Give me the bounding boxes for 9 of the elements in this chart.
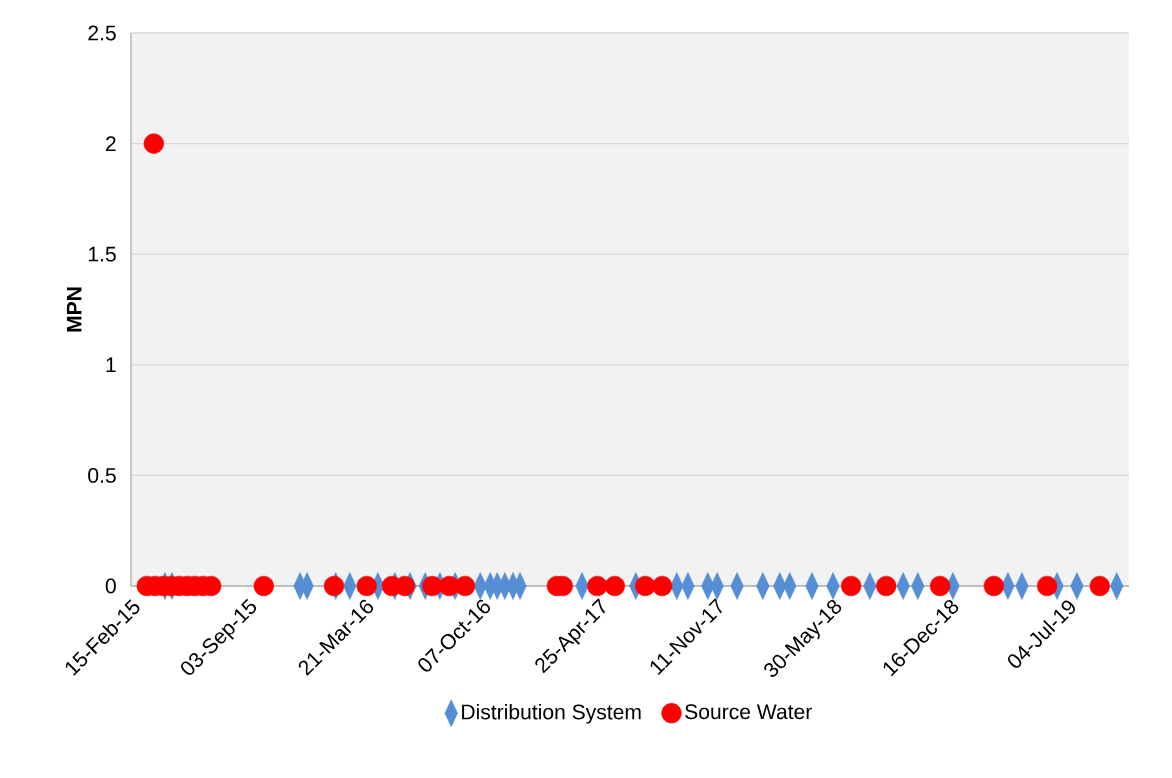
y-tick-label: 2.5: [88, 25, 116, 41]
y-tick-label: 1.5: [88, 246, 116, 262]
y-tick-label: 1: [106, 357, 116, 373]
y-tick-label: 0.5: [88, 467, 116, 483]
y-axis-title: MPN: [66, 287, 82, 332]
y-tick-label: 2: [106, 136, 116, 151]
legend-label: Source Water: [685, 704, 812, 720]
y-tick-label: 0: [105, 578, 116, 594]
legend-label: Distribution System: [462, 703, 641, 724]
